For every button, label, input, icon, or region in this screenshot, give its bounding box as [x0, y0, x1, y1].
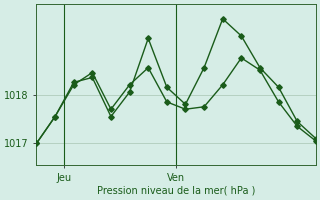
X-axis label: Pression niveau de la mer( hPa ): Pression niveau de la mer( hPa ): [97, 186, 255, 196]
